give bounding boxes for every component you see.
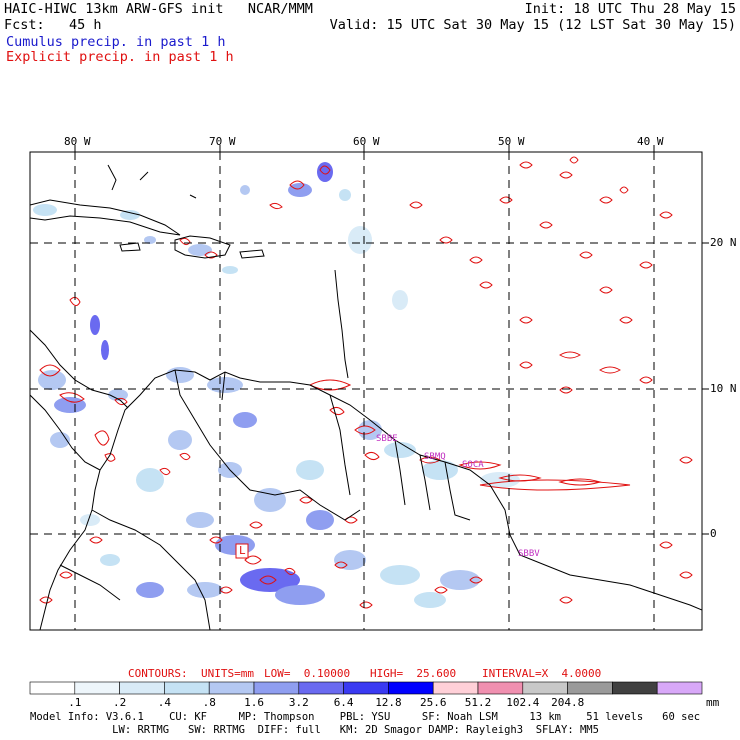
colorbar-tick-label: 1.6 bbox=[244, 696, 264, 709]
colorbar-swatch bbox=[388, 681, 434, 695]
legend-explicit: Explicit precip. in past 1 h bbox=[6, 49, 234, 65]
colorbar-swatch bbox=[612, 681, 658, 695]
colorbar-swatch bbox=[74, 681, 120, 695]
legend-cumulus: Cumulus precip. in past 1 h bbox=[6, 34, 226, 50]
colorbar-swatch bbox=[253, 681, 300, 695]
contours-units: UNITS=mm bbox=[201, 667, 254, 680]
lon-label-80w: 80 W bbox=[64, 135, 91, 148]
contours-high: HIGH= 25.600 bbox=[370, 667, 457, 680]
contours-label: CONTOURS: bbox=[128, 667, 188, 680]
colorbar-tick-label: .4 bbox=[157, 696, 172, 709]
colorbar-tick-label: 25.6 bbox=[420, 696, 447, 709]
forecast-hour: Fcst: 45 h bbox=[4, 17, 102, 33]
colorbar-swatch bbox=[298, 681, 344, 695]
colorbar-tick-label: 6.4 bbox=[333, 696, 354, 709]
colorbar-swatch bbox=[432, 681, 479, 695]
init-time: Init: 18 UTC Thu 28 May 15 bbox=[524, 1, 736, 17]
contours-interval: INTERVAL=X 4.0000 bbox=[482, 667, 602, 680]
colorbar-swatch bbox=[164, 681, 210, 695]
lat-label-0: 0 bbox=[710, 527, 717, 540]
cumulus-precip-shading bbox=[33, 162, 520, 608]
colorbar-swatch bbox=[29, 681, 76, 695]
low-marker: L bbox=[239, 544, 246, 557]
colorbar-swatch bbox=[477, 681, 524, 695]
plot-title: HAIC-HIWC 13km ARW-GFS init NCAR/MMM bbox=[4, 1, 313, 17]
valid-time: Valid: 15 UTC Sat 30 May 15 (12 LST Sat … bbox=[329, 17, 736, 33]
colorbar-swatch bbox=[119, 681, 165, 695]
lat-label-10n: 10 N bbox=[710, 382, 737, 395]
colorbar-tick-label: 12.8 bbox=[375, 696, 402, 709]
latlon-grid bbox=[30, 152, 702, 630]
station-label-soca: SOCA bbox=[462, 460, 484, 470]
lon-label-70w: 70 W bbox=[209, 135, 236, 148]
lon-label-40w: 40 W bbox=[637, 135, 664, 148]
colorbar-tick-label: 51.2 bbox=[464, 696, 492, 709]
colorbar-swatch bbox=[656, 681, 703, 695]
colorbar-tick-label: 204.8 bbox=[551, 696, 585, 709]
model-info-line2: LW: RRTMG SW: RRTMG DIFF: full KM: 2D Sm… bbox=[30, 724, 599, 736]
colorbar-tick-label: .1 bbox=[68, 696, 82, 709]
lat-label-20n: 20 N bbox=[710, 236, 737, 249]
colorbar-tick-label: .2 bbox=[113, 696, 127, 709]
station-label-sbbv: SBBV bbox=[518, 549, 540, 559]
station-label-sbbe: SBBE bbox=[376, 434, 398, 444]
coastlines bbox=[30, 164, 702, 630]
contours-low: LOW= 0.10000 bbox=[264, 667, 351, 680]
model-info-line1: Model Info: V3.6.1 CU: KF MP: Thompson P… bbox=[30, 711, 701, 723]
colorbar-swatch bbox=[208, 681, 255, 695]
colorbar-tick-label: 102.4 bbox=[506, 696, 540, 709]
colorbar-swatch bbox=[522, 681, 568, 695]
station-label-sbmq: SBMQ bbox=[424, 452, 446, 462]
colorbar-unit: mm bbox=[706, 696, 720, 709]
colorbar-swatch bbox=[567, 681, 613, 695]
lon-label-60w: 60 W bbox=[353, 135, 380, 148]
colorbar-swatch bbox=[343, 681, 389, 695]
colorbar-tick-label: 3.2 bbox=[288, 696, 309, 709]
explicit-precip-contours bbox=[39, 156, 693, 609]
map-frame bbox=[29, 151, 703, 631]
lon-label-50w: 50 W bbox=[498, 135, 525, 148]
colorbar-tick-label: .8 bbox=[202, 696, 216, 709]
